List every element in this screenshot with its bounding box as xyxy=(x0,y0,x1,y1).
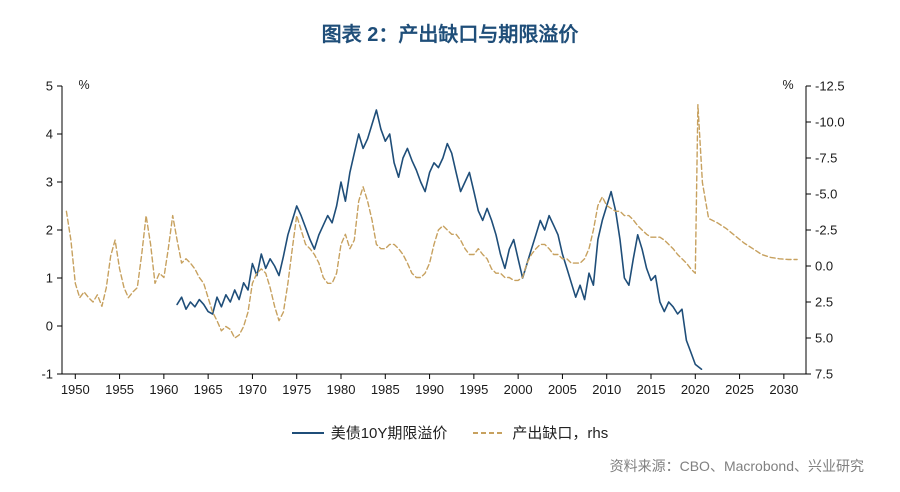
legend-line-term-premium-icon xyxy=(291,431,324,434)
svg-text:-5.0: -5.0 xyxy=(815,187,837,202)
legend-label-output-gap: 产出缺口，rhs xyxy=(512,425,609,442)
svg-text:1975: 1975 xyxy=(282,382,311,397)
svg-text:1965: 1965 xyxy=(194,382,223,397)
svg-text:1950: 1950 xyxy=(61,382,90,397)
svg-text:%: % xyxy=(782,78,793,92)
svg-text:4: 4 xyxy=(46,127,53,142)
svg-text:1995: 1995 xyxy=(459,382,488,397)
svg-text:3: 3 xyxy=(46,175,53,190)
svg-text:2010: 2010 xyxy=(592,382,621,397)
svg-text:2030: 2030 xyxy=(769,382,798,397)
svg-text:1970: 1970 xyxy=(238,382,267,397)
svg-text:2025: 2025 xyxy=(725,382,754,397)
svg-text:1985: 1985 xyxy=(371,382,400,397)
svg-text:-10.0: -10.0 xyxy=(815,115,845,130)
svg-text:2005: 2005 xyxy=(548,382,577,397)
chart-area: 5 4 3 2 1 0 -1 -12.5 -10.0 -7.5 -5.0 -2.5 0.0 2.5 5.0 7… xyxy=(0,60,900,420)
svg-text:-1: -1 xyxy=(41,367,53,382)
svg-text:0.0: 0.0 xyxy=(815,259,833,274)
svg-text:-2.5: -2.5 xyxy=(815,223,837,238)
svg-text:1990: 1990 xyxy=(415,382,444,397)
source-note: 资料来源：CBO、Macrobond、兴业研究 xyxy=(609,458,864,474)
svg-text:5: 5 xyxy=(46,79,53,94)
svg-text:2: 2 xyxy=(46,223,53,238)
legend-line-output-gap-icon xyxy=(473,431,506,434)
svg-text:1955: 1955 xyxy=(105,382,134,397)
legend-label-term-premium: 美债10Y期限溢价 xyxy=(330,425,448,442)
svg-text:1: 1 xyxy=(46,271,53,286)
chart-svg: 5 4 3 2 1 0 -1 -12.5 -10.0 -7.5 -5.0 -2.5 0.0 2.5 5.0 7… xyxy=(41,78,845,397)
chart-legend: 美债10Y期限溢价 产出缺口，rhs xyxy=(0,422,900,443)
svg-text:2000: 2000 xyxy=(504,382,533,397)
legend-item-output-gap: 产出缺口，rhs xyxy=(473,422,608,443)
svg-text:2015: 2015 xyxy=(637,382,666,397)
svg-text:0: 0 xyxy=(46,319,53,334)
svg-text:-12.5: -12.5 xyxy=(815,79,845,94)
chart-title: 图表 2：产出缺口与期限溢价 xyxy=(321,24,579,46)
svg-text:%: % xyxy=(78,78,89,92)
legend-item-term-premium: 美债10Y期限溢价 xyxy=(291,422,448,443)
svg-text:7.5: 7.5 xyxy=(815,367,833,382)
svg-text:1960: 1960 xyxy=(149,382,178,397)
svg-text:-7.5: -7.5 xyxy=(815,151,837,166)
svg-text:2.5: 2.5 xyxy=(815,295,833,310)
svg-text:1980: 1980 xyxy=(327,382,356,397)
svg-text:5.0: 5.0 xyxy=(815,331,833,346)
svg-text:2020: 2020 xyxy=(681,382,710,397)
